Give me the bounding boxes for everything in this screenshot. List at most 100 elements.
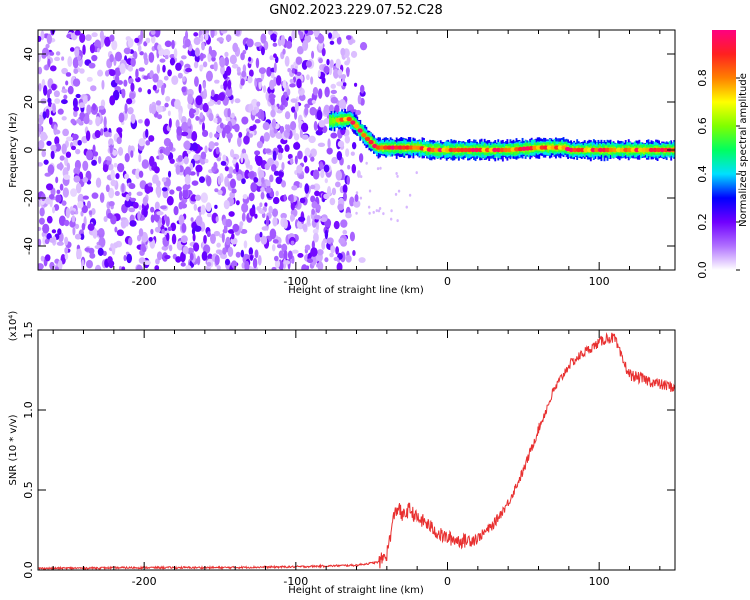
heatmap-noise-cell: [55, 194, 62, 203]
heatmap-noise-cell: [298, 94, 306, 101]
heatmap-noise-cell: [69, 47, 75, 52]
heatmap-noise-cell: [219, 56, 226, 68]
heatmap-noise-cell: [53, 129, 61, 135]
heatmap-noise-cell: [119, 63, 126, 75]
heatmap-noise-cell: [211, 56, 216, 62]
heatmap-noise-cell: [50, 150, 55, 160]
heatmap-noise-cell: [143, 260, 151, 266]
heatmap-noise-cell: [40, 255, 45, 262]
heatmap-noise-cell: [297, 150, 303, 160]
heatmap-noise-cell: [312, 228, 319, 235]
heatmap-noise-cell: [329, 197, 336, 206]
heatmap-noise-cell: [306, 258, 314, 264]
heatmap-noise-cell: [312, 87, 319, 96]
heatmap-noise-cell: [308, 135, 316, 144]
heatmap-noise-cell: [232, 42, 239, 53]
heatmap-noise-cell: [40, 30, 45, 41]
heatmap-noise-cell: [248, 69, 254, 78]
heatmap-noise-cell: [266, 66, 272, 77]
heatmap-noise-cell: [184, 174, 191, 185]
heatmap-noise-cell: [59, 155, 65, 161]
heatmap-ridge-peak: [492, 147, 498, 153]
heatmap-noise-cell: [155, 100, 162, 106]
heatmap-noise-cell: [118, 112, 125, 123]
heatmap-noise-cell: [138, 87, 143, 93]
heatmap-ridge-peak: [499, 147, 505, 153]
heatmap-noise-cell: [330, 245, 336, 254]
heatmap-noise-cell: [94, 129, 101, 139]
heatmap-noise-cell: [251, 109, 257, 116]
heatmap-ridge-peak: [364, 136, 371, 141]
heatmap-noise-cell: [86, 200, 91, 209]
heatmap-ridge-peak: [648, 147, 654, 153]
heatmap-noise-cell: [225, 87, 233, 97]
heatmap-noise-cell: [272, 42, 278, 47]
heatmap-noise-cell: [70, 210, 75, 216]
heatmap-noise-cell: [206, 213, 212, 218]
heatmap-noise-cell: [378, 207, 382, 211]
heatmap-noise-cell: [277, 171, 284, 177]
heatmap-noise-cell: [193, 154, 200, 161]
heatmap-noise-cell: [143, 207, 148, 218]
heatmap-noise-cell: [154, 201, 160, 211]
heatmap-noise-cell: [220, 30, 228, 34]
heatmap-noise-cell: [248, 192, 255, 202]
heatmap-noise-cell: [72, 57, 79, 69]
heatmap-noise-cell: [309, 106, 317, 116]
heatmap-noise-cell: [306, 74, 310, 81]
heatmap-noise-cell: [135, 68, 139, 79]
heatmap-noise-cell: [53, 90, 60, 98]
heatmap-noise-cell: [216, 242, 221, 248]
heatmap-noise-cell: [129, 220, 137, 227]
heatmap-noise-cell: [51, 83, 57, 91]
x-tick-label: 100: [589, 275, 610, 288]
heatmap-noise-cell: [40, 131, 48, 142]
heatmap-noise-cell: [96, 47, 100, 53]
heatmap-noise-cell: [168, 244, 173, 252]
heatmap-ridge-peak: [557, 145, 563, 150]
heatmap-noise-cell: [180, 131, 189, 137]
heatmap-noise-cell: [255, 57, 260, 69]
heatmap-ridge-peak: [459, 147, 465, 153]
heatmap-noise-cell: [287, 250, 293, 260]
y-tick-label: -20: [22, 189, 35, 207]
heatmap-noise-cell: [90, 85, 97, 92]
heatmap-noise-cell: [345, 212, 352, 219]
heatmap-noise-cell: [281, 180, 287, 188]
heatmap-noise-cell: [173, 205, 179, 216]
heatmap-noise-cell: [49, 51, 55, 56]
heatmap-ridge-peak: [608, 147, 614, 153]
heatmap-noise-cell: [213, 117, 219, 124]
heatmap-noise-cell: [295, 71, 302, 77]
heatmap-noise-cell: [199, 112, 204, 120]
heatmap-noise-cell: [342, 184, 348, 194]
heatmap-noise-cell: [42, 223, 50, 234]
heatmap-noise-cell: [91, 32, 98, 38]
heatmap-noise-cell: [337, 69, 343, 76]
heatmap-noise-cell: [276, 244, 282, 249]
heatmap-noise-cell: [310, 255, 317, 266]
heatmap-noise-cell: [110, 169, 116, 181]
heatmap-noise-cell: [293, 142, 301, 150]
heatmap-noise-cell: [272, 150, 277, 161]
heatmap-noise-cell: [349, 196, 355, 207]
heatmap-noise-cell: [333, 256, 339, 262]
heatmap-noise-cell: [351, 163, 357, 174]
heatmap-noise-cell: [326, 147, 333, 155]
heatmap-noise-cell: [70, 118, 76, 124]
heatmap-noise-cell: [304, 183, 310, 194]
heatmap-noise-cell: [314, 190, 320, 197]
heatmap-noise-cell: [224, 166, 230, 172]
heatmap-noise-cell: [153, 166, 160, 174]
heatmap-noise-cell: [156, 114, 163, 120]
heatmap-noise-cell: [127, 107, 134, 115]
heatmap-noise-cell: [208, 141, 215, 150]
heatmap-noise-cell: [286, 88, 291, 96]
heatmap-noise-cell: [38, 238, 42, 247]
heatmap-noise-cell: [345, 35, 352, 41]
heatmap-noise-cell: [121, 182, 125, 193]
heatmap-noise-cell: [227, 79, 232, 90]
heatmap-noise-cell: [41, 53, 47, 59]
heatmap-ridge-peak: [656, 147, 662, 153]
heatmap-noise-cell: [152, 174, 159, 184]
